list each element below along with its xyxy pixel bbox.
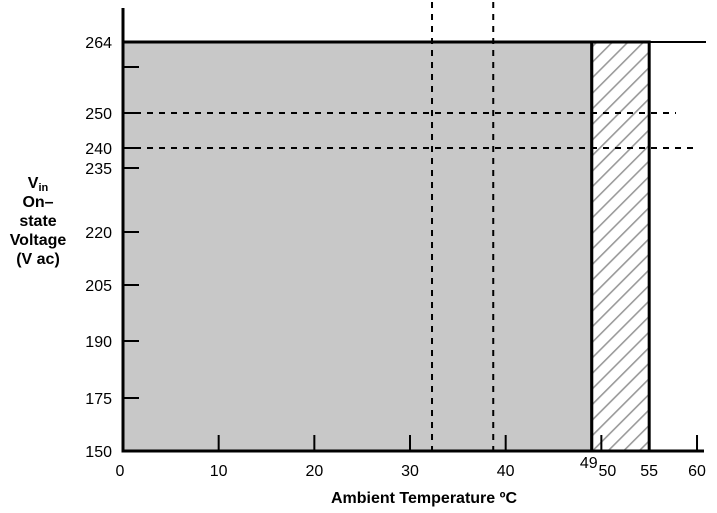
y-tick-label-235: 235 bbox=[85, 161, 112, 178]
y-axis-label-line3: Voltage bbox=[9, 232, 67, 249]
y-axis-label-line4: (V ac) bbox=[16, 251, 60, 268]
y-tick-label-150: 150 bbox=[85, 444, 112, 461]
x-tick-label-20: 20 bbox=[305, 463, 323, 480]
y-axis-symbol: V bbox=[27, 175, 39, 192]
x-tick-label-50: 50 bbox=[598, 463, 616, 480]
derating-region-hatched bbox=[590, 40, 651, 453]
y-axis-label: Vin On–state Voltage (V ac) bbox=[6, 174, 70, 269]
y-tick-label-240: 240 bbox=[85, 141, 112, 158]
y-axis-label-line2: On–state bbox=[19, 194, 57, 230]
y-tick-label-250: 250 bbox=[85, 106, 112, 123]
x-tick-label-60: 60 bbox=[688, 463, 706, 480]
x-tick-label-30: 30 bbox=[401, 463, 419, 480]
x-tick-label-55: 55 bbox=[640, 463, 658, 480]
x-tick-label-0: 0 bbox=[116, 463, 125, 480]
y-axis-subscript: in bbox=[38, 182, 49, 194]
y-tick-label-175: 175 bbox=[85, 391, 112, 408]
x-tick-label-10: 10 bbox=[210, 463, 228, 480]
y-tick-label-205: 205 bbox=[85, 278, 112, 295]
y-tick-label-220: 220 bbox=[85, 225, 112, 242]
x-tick-label-40: 40 bbox=[497, 463, 515, 480]
x-tick-label-49: 49 bbox=[580, 455, 598, 472]
y-tick-label-190: 190 bbox=[85, 334, 112, 351]
operating-region-solid bbox=[121, 40, 594, 453]
x-axis-label: Ambient Temperature ºC bbox=[331, 490, 517, 507]
y-tick-label-264: 264 bbox=[85, 35, 112, 52]
